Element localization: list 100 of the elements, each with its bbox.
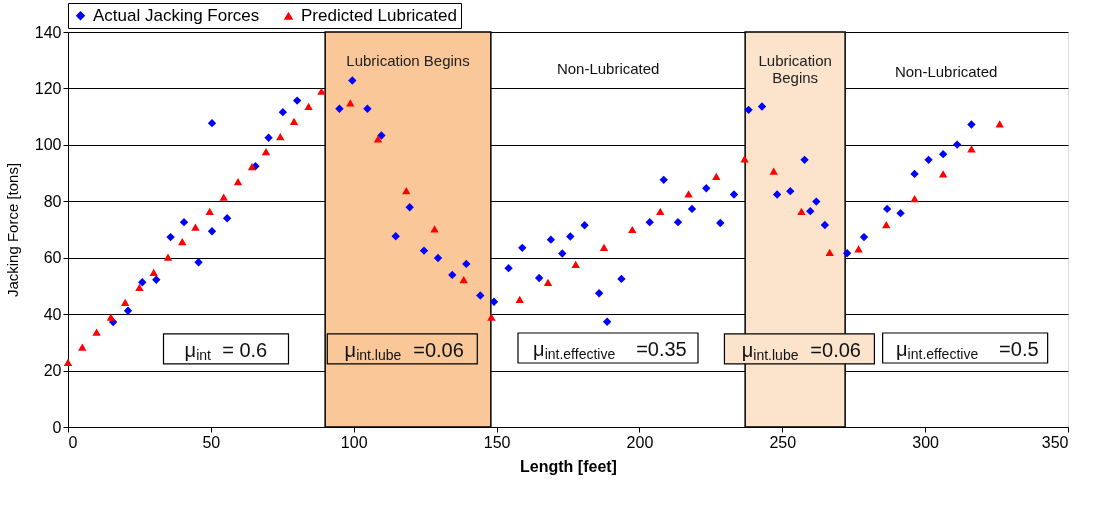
x-tick-label: 50: [202, 433, 221, 451]
point: [462, 259, 471, 269]
point: [599, 243, 609, 251]
point: [149, 268, 158, 277]
point: [854, 245, 863, 253]
point: [276, 133, 285, 141]
point: [207, 118, 217, 128]
point: [78, 343, 87, 351]
point: [304, 102, 313, 111]
band-label: Lubrication Begins: [758, 52, 832, 86]
annotation: Non-Lubricated: [894, 62, 998, 80]
point: [995, 120, 1004, 128]
point: [769, 167, 778, 175]
point: [289, 117, 299, 126]
point: [504, 263, 513, 273]
point: [292, 96, 302, 105]
point: [910, 195, 919, 203]
point: [729, 190, 739, 199]
point: [656, 207, 665, 216]
x-tick-label: 200: [626, 433, 654, 451]
point: [261, 148, 271, 156]
point: [194, 258, 203, 267]
point: [617, 274, 626, 284]
x-tick-label: 350: [1041, 433, 1069, 451]
point: [546, 235, 556, 244]
y-tick-label: 60: [43, 249, 62, 267]
point: [433, 253, 443, 263]
point: [391, 232, 400, 241]
point: [233, 177, 243, 186]
point: [820, 220, 830, 230]
point: [882, 221, 891, 229]
point: [716, 218, 725, 228]
point: [571, 260, 580, 269]
point: [924, 155, 933, 164]
band-label: Lubrication Begins: [346, 52, 470, 69]
point: [476, 291, 485, 300]
point: [377, 131, 386, 140]
point: [207, 227, 217, 236]
point: [92, 328, 101, 336]
point: [825, 248, 834, 256]
point: [205, 207, 214, 216]
point: [594, 289, 604, 298]
point: [348, 76, 357, 85]
x-tick-label: 300: [912, 433, 940, 451]
point: [757, 102, 767, 111]
point: [602, 317, 612, 326]
y-axis-title: Jacking Force [tons]: [3, 162, 21, 298]
point: [363, 104, 372, 113]
point: [967, 120, 976, 129]
y-tick-label: 120: [34, 79, 62, 97]
point: [882, 204, 892, 214]
point: [812, 197, 821, 206]
point: [859, 232, 869, 242]
point: [797, 207, 806, 216]
y-tick-label: 0: [52, 418, 62, 436]
point: [317, 87, 326, 95]
x-tick-label: 0: [68, 433, 78, 451]
point: [518, 243, 527, 253]
point: [952, 140, 962, 149]
point: [534, 273, 544, 283]
point: [264, 133, 273, 142]
point: [659, 175, 668, 185]
point: [673, 217, 683, 227]
x-tick-label: 150: [483, 433, 511, 451]
point: [558, 249, 567, 258]
point: [373, 135, 383, 143]
point: [448, 270, 457, 280]
point: [580, 221, 589, 230]
point: [219, 193, 228, 201]
point: [178, 238, 187, 246]
point: [191, 223, 200, 231]
y-tick-label: 80: [43, 192, 62, 210]
point: [786, 186, 795, 196]
point: [842, 249, 852, 258]
point: [744, 105, 753, 115]
point: [896, 208, 905, 218]
point: [152, 275, 161, 284]
annotation: Non-Lubricated: [556, 59, 660, 77]
point: [910, 169, 919, 179]
point: [247, 162, 257, 171]
point: [684, 190, 693, 198]
x-tick-label: 250: [769, 433, 797, 451]
point: [123, 306, 133, 315]
point: [459, 276, 468, 284]
point: [419, 246, 429, 255]
point: [740, 155, 749, 163]
point: [278, 107, 288, 117]
point: [702, 184, 711, 193]
point: [120, 298, 130, 306]
point: [938, 170, 948, 178]
y-tick-label: 140: [34, 23, 62, 41]
point: [543, 278, 553, 286]
point: [135, 283, 144, 291]
point: [63, 358, 73, 367]
point: [163, 253, 173, 261]
point: [806, 206, 815, 216]
legend-label: Predicted Lubricated: [301, 5, 457, 25]
point: [938, 149, 948, 159]
y-tick-label: 20: [43, 362, 62, 380]
y-tick-label: 40: [43, 305, 62, 323]
